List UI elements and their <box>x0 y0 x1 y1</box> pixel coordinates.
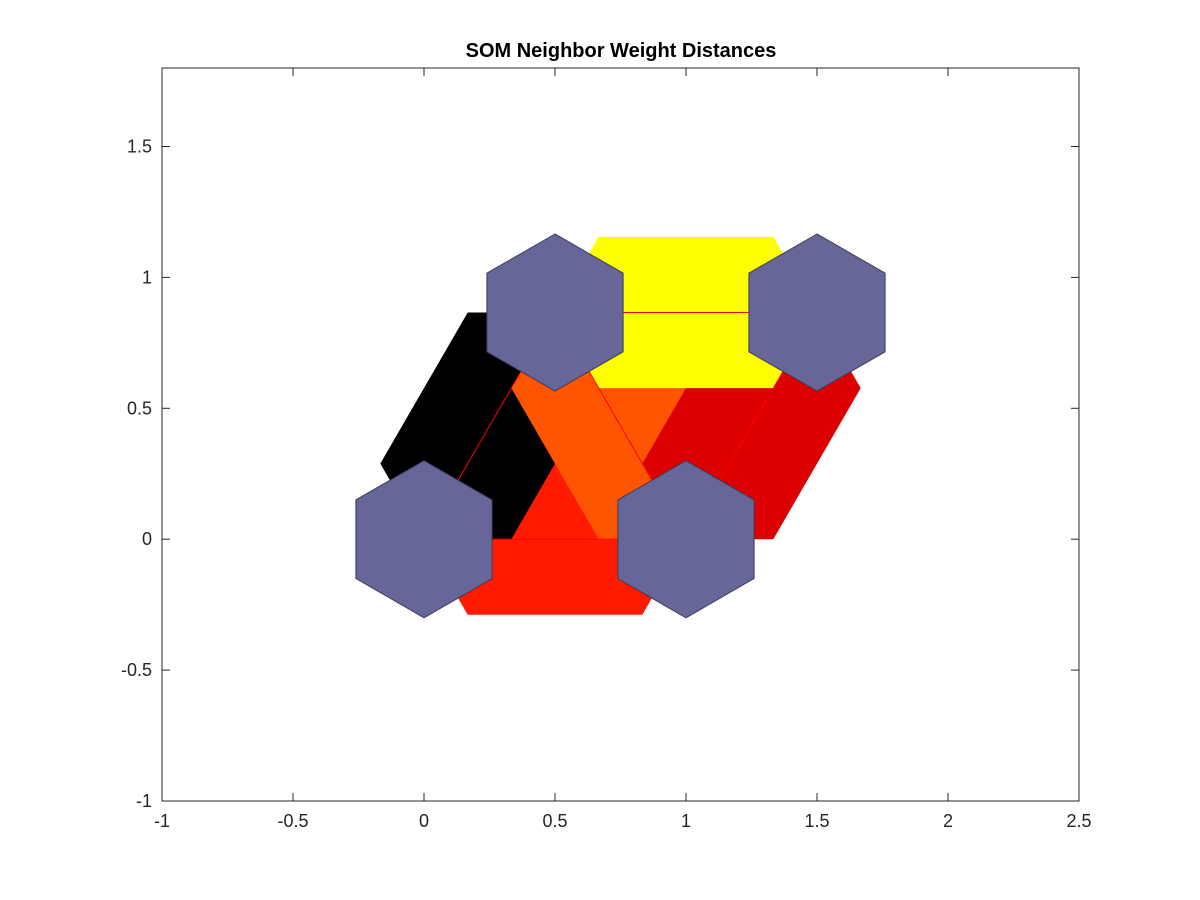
neuron-hex-3 <box>748 233 886 392</box>
y-tick-label-4: 1 <box>142 267 152 287</box>
x-tick-label-1: -0.5 <box>277 811 308 831</box>
y-tick-label-2: 0 <box>142 529 152 549</box>
connector-line-1 <box>456 368 523 483</box>
chart-title: SOM Neighbor Weight Distances <box>466 40 777 62</box>
y-tick-label-0: -1 <box>136 791 152 811</box>
x-tick-label-7: 2.5 <box>1066 811 1091 831</box>
neuron-layer <box>355 233 886 619</box>
x-tick-label-2: 0 <box>419 811 429 831</box>
y-tick-label-1: -0.5 <box>121 660 152 680</box>
neuron-hex-2 <box>486 233 624 392</box>
neuron-hex-1 <box>617 460 755 619</box>
connector-layer <box>456 312 785 540</box>
x-tick-label-3: 0.5 <box>542 811 567 831</box>
x-tick-label-4: 1 <box>681 811 691 831</box>
x-tick-label-5: 1.5 <box>804 811 829 831</box>
x-tick-label-0: -1 <box>154 811 170 831</box>
y-tick-label-5: 1.5 <box>127 137 152 157</box>
y-tick-label-3: 0.5 <box>127 398 152 418</box>
neuron-hex-0 <box>355 460 493 619</box>
x-tick-label-6: 2 <box>943 811 953 831</box>
axis-ticks: -1 -0.5 0 0.5 1 1.5 2 2.5 -1 -0.5 0 0.5 1 1.5 <box>121 68 1092 831</box>
plot-frame <box>161 67 1080 802</box>
connector-line-2 <box>587 368 654 483</box>
connector-line-3 <box>718 368 785 483</box>
